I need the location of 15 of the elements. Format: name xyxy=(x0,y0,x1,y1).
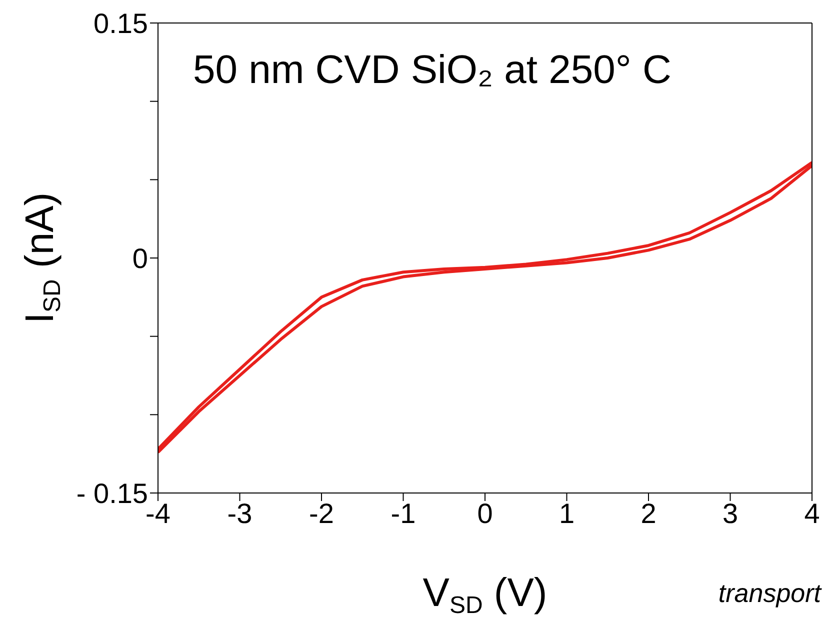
x-tick-label: 3 xyxy=(722,498,738,529)
text: 50 nm CVD SiO₂ at 250° C xyxy=(193,48,672,93)
x-tick-label: 2 xyxy=(640,498,656,529)
text: transport xyxy=(718,578,821,609)
x-tick-label: -4 xyxy=(146,498,170,529)
x-axis-title: V$_{SD}$ (V) xyxy=(422,571,548,620)
x-tick-label: 4 xyxy=(804,498,820,529)
x-tick-label: -3 xyxy=(227,498,252,529)
x-tick-label: -2 xyxy=(309,498,334,529)
x-tick-label: 0 xyxy=(477,498,493,529)
y-tick-label: 0.15 xyxy=(94,8,148,39)
y-tick-label: - 0.15 xyxy=(76,478,148,509)
x-tick-label: 1 xyxy=(558,498,575,529)
y-tick-label: 0 xyxy=(132,242,148,274)
x-tick-label: -1 xyxy=(390,498,416,529)
